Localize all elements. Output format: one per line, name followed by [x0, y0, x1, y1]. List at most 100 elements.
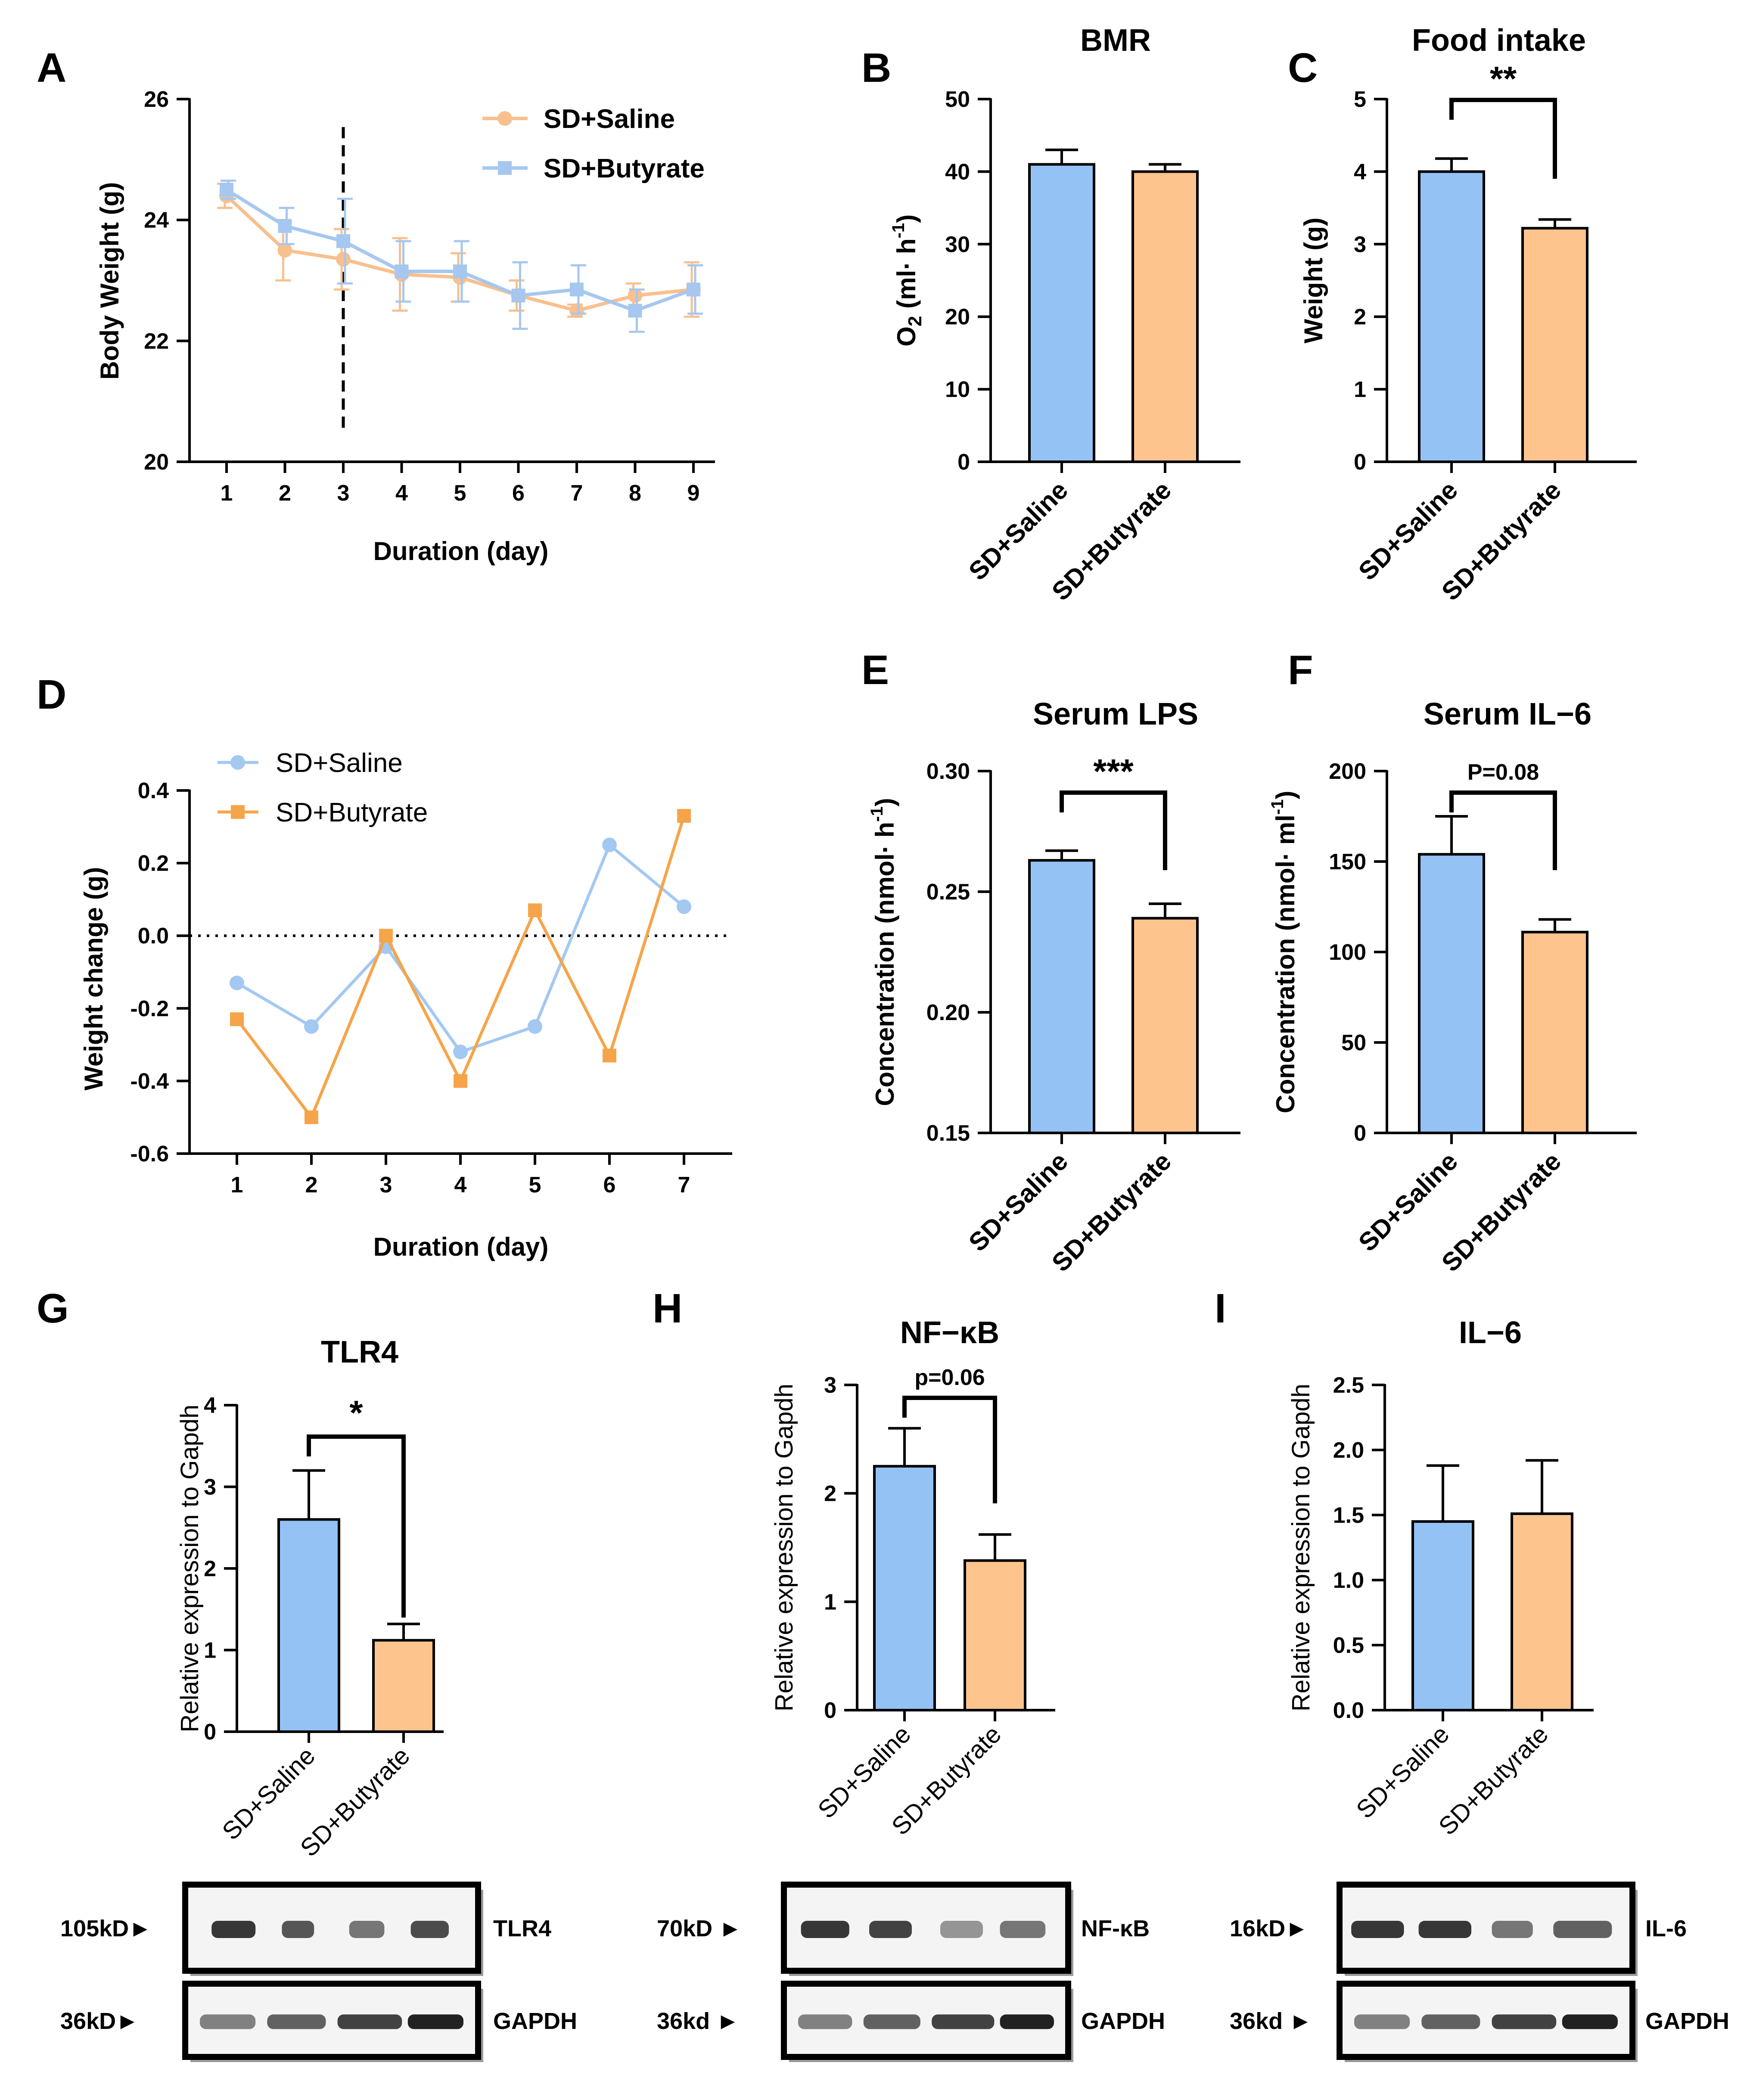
H-significance-label: p=0.06	[914, 1365, 985, 1390]
D-x-tick-label: 2	[305, 1173, 318, 1198]
B-y-tick-label: 50	[945, 87, 970, 112]
blot-marker-G-top: 105kD►	[60, 1916, 152, 1941]
D-legend-marker-butyrate	[231, 805, 245, 819]
blot-band-I-gapdh	[1421, 2014, 1480, 2029]
D-point-saline	[453, 1044, 468, 1059]
blot-band-I-gapdh	[1562, 2014, 1618, 2029]
A-point-saline	[628, 288, 643, 303]
D-x-tick-label: 3	[380, 1173, 392, 1198]
A-point-butyrate	[570, 283, 584, 297]
blot-band-G-top	[282, 1921, 314, 1938]
I-y-tick-label: 0.0	[1333, 1698, 1364, 1723]
panel-label-G: G	[37, 1285, 69, 1332]
blot-band-H-top	[869, 1921, 912, 1938]
E-bar-saline	[1028, 859, 1095, 1134]
A-legend-marker-saline	[497, 111, 512, 126]
D-x-tick-label: 4	[454, 1173, 467, 1198]
H-y-tick-label: 2	[824, 1481, 836, 1506]
blot-band-H-top	[801, 1921, 849, 1938]
F-significance-label: P=0.08	[1467, 760, 1539, 785]
blot-label-I-top: IL-6	[1645, 1916, 1687, 1941]
G-x-tick-label: SD+Saline	[217, 1742, 320, 1845]
D-point-butyrate	[677, 809, 691, 823]
blot-band-G-gapdh	[200, 2014, 256, 2029]
D-point-butyrate	[379, 929, 393, 943]
D-legend-label-butyrate: SD+Butyrate	[276, 798, 428, 828]
A-point-butyrate	[453, 264, 467, 278]
B-bar-saline	[1028, 163, 1095, 463]
C-y-tick-label: 5	[1354, 87, 1366, 112]
I-y-tick-label: 0.5	[1333, 1633, 1364, 1658]
E-y-tick-label: 0.30	[926, 759, 970, 784]
blot-band-G-top	[211, 1921, 256, 1938]
D-y-tick-label: -0.6	[130, 1142, 169, 1167]
blot-band-H-gapdh	[863, 2014, 920, 2029]
H-bar-saline	[873, 1465, 936, 1711]
F-y-tick-label: 150	[1329, 849, 1366, 874]
panel-title-G: TLR4	[321, 1335, 398, 1369]
A-x-tick-label: 4	[395, 481, 408, 506]
A-point-butyrate	[336, 234, 350, 248]
A-point-saline	[336, 252, 351, 267]
E-significance-bracket	[1060, 790, 1167, 870]
D-point-butyrate	[603, 1048, 616, 1063]
panel-title-I: IL−6	[1459, 1316, 1522, 1350]
blot-band-G-top	[349, 1921, 385, 1938]
C-y-tick-label: 4	[1354, 159, 1366, 184]
A-x-tick-label: 3	[337, 481, 350, 506]
y-axis-label-B: O2 (ml· h-1)	[889, 215, 926, 347]
C-y-tick-label: 0	[1354, 450, 1366, 475]
blot-band-G-gapdh	[337, 2014, 402, 2029]
A-point-butyrate	[687, 283, 700, 297]
blot-band-G-gapdh	[407, 2014, 463, 2029]
G-y-tick-label: 3	[204, 1475, 216, 1500]
I-y-tick-label: 1.5	[1333, 1503, 1364, 1528]
A-legend-label-butyrate: SD+Butyrate	[544, 154, 705, 184]
y-axis-label-C: Weight (g)	[1299, 218, 1328, 343]
D-point-butyrate	[528, 903, 542, 918]
I-bar-butyrate	[1511, 1512, 1573, 1711]
D-x-tick-label: 5	[529, 1173, 541, 1198]
A-x-tick-label: 7	[571, 481, 583, 506]
D-point-butyrate	[230, 1012, 244, 1027]
H-bar-butyrate	[964, 1559, 1026, 1711]
G-significance-bracket	[307, 1434, 406, 1618]
H-y-tick-label: 3	[824, 1373, 836, 1398]
H-significance-bracket	[902, 1396, 997, 1503]
y-axis-label-A: Body Weight (g)	[95, 182, 124, 380]
D-point-saline	[677, 899, 691, 914]
panel-title-F: Serum IL−6	[1424, 697, 1591, 731]
H-y-tick-label: 0	[824, 1698, 836, 1723]
A-point-saline	[277, 243, 292, 258]
I-bar-saline	[1411, 1520, 1474, 1712]
F-y-tick-label: 0	[1354, 1121, 1366, 1146]
F-significance-bracket	[1449, 790, 1557, 870]
panel-label-D: D	[37, 672, 66, 718]
B-bar-butyrate	[1131, 170, 1199, 463]
panel-title-H: NF−κB	[900, 1316, 999, 1350]
A-y-tick-label: 24	[144, 208, 169, 233]
E-y-tick-label: 0.25	[926, 880, 970, 905]
D-point-saline	[602, 837, 617, 852]
C-bar-saline	[1418, 170, 1485, 463]
B-x-tick-label: SD+Saline	[963, 476, 1073, 586]
A-y-tick-label: 26	[144, 87, 169, 112]
A-y-tick-label: 22	[144, 329, 169, 354]
A-x-tick-label: 9	[687, 481, 700, 506]
G-y-tick-label: 2	[204, 1556, 216, 1581]
blot-label-G-gapdh: GAPDH	[493, 2008, 577, 2034]
blot-band-H-gapdh	[798, 2014, 852, 2029]
blot-marker-H-top: 70kD ►	[657, 1916, 742, 1941]
A-legend-marker-butyrate	[498, 161, 512, 175]
panel-label-A: A	[37, 45, 66, 91]
H-y-tick-label: 1	[824, 1590, 836, 1615]
D-point-butyrate	[454, 1074, 467, 1088]
A-point-butyrate	[278, 219, 292, 233]
y-axis-label-D: Weight change (g)	[79, 867, 108, 1091]
panel-label-C: C	[1288, 45, 1318, 91]
D-x-tick-label: 6	[603, 1173, 616, 1198]
blot-band-I-top	[1351, 1921, 1404, 1938]
D-point-butyrate	[305, 1110, 318, 1124]
panel-label-E: E	[861, 647, 889, 693]
